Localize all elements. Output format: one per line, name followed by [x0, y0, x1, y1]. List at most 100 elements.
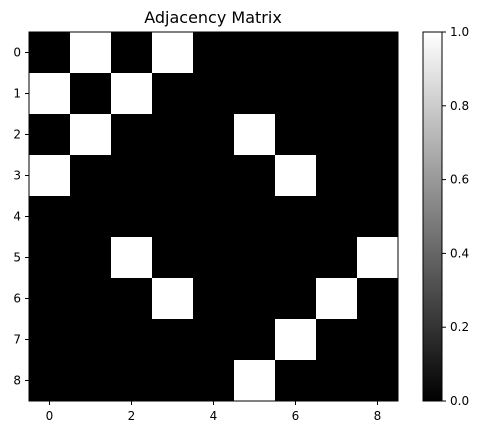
- x-axis: 0 2 4 6 8: [46, 401, 382, 423]
- y-tick-label: 5: [13, 251, 21, 265]
- heatmap-cell: [316, 155, 357, 196]
- heatmap-cell: [275, 32, 316, 73]
- heatmap-cell: [357, 237, 398, 278]
- heatmap-cell: [234, 237, 275, 278]
- heatmap-cell: [111, 278, 152, 319]
- heatmap-cell: [275, 360, 316, 401]
- x-tick-label: 8: [374, 409, 382, 423]
- heatmap-cell: [275, 319, 316, 360]
- heatmap-cell: [29, 360, 70, 401]
- heatmap-cell: [357, 114, 398, 155]
- heatmap-cell: [193, 73, 234, 114]
- y-tick-label: 1: [13, 87, 21, 101]
- x-tick-label: 6: [292, 409, 300, 423]
- heatmap-cell: [275, 278, 316, 319]
- y-tick-label: 4: [13, 210, 21, 224]
- heatmap-cell: [152, 278, 193, 319]
- heatmap-cell: [111, 196, 152, 237]
- heatmap-cell: [70, 196, 111, 237]
- heatmap-cell: [70, 32, 111, 73]
- y-axis: 0 1 2 3 4 5 6 7 8: [13, 46, 29, 388]
- heatmap-cell: [234, 32, 275, 73]
- heatmap-cell: [70, 319, 111, 360]
- heatmap-cell: [193, 114, 234, 155]
- y-tick-label: 2: [13, 128, 21, 142]
- heatmap-cell: [316, 360, 357, 401]
- colorbar-tick-label: 0.4: [450, 246, 469, 260]
- heatmap-cell: [29, 319, 70, 360]
- heatmap-cell: [70, 114, 111, 155]
- colorbar-axis: 0.0 0.2 0.4 0.6 0.8 1.0: [442, 25, 469, 408]
- heatmap-cell: [234, 114, 275, 155]
- heatmap-cell: [152, 360, 193, 401]
- y-tick-label: 8: [13, 374, 21, 388]
- heatmap-cell: [275, 196, 316, 237]
- heatmap-cells: [29, 32, 398, 401]
- heatmap-cell: [29, 196, 70, 237]
- heatmap-cell: [357, 196, 398, 237]
- colorbar: [422, 31, 443, 402]
- heatmap-cell: [29, 155, 70, 196]
- x-tick-label: 4: [210, 409, 218, 423]
- heatmap-cell: [111, 32, 152, 73]
- heatmap-cell: [111, 237, 152, 278]
- heatmap-cell: [29, 73, 70, 114]
- heatmap-cell: [234, 360, 275, 401]
- heatmap-cell: [357, 155, 398, 196]
- heatmap-cell: [316, 114, 357, 155]
- heatmap-cell: [234, 73, 275, 114]
- heatmap-cell: [357, 32, 398, 73]
- heatmap-cell: [234, 196, 275, 237]
- heatmap-cell: [275, 73, 316, 114]
- heatmap-cell: [316, 237, 357, 278]
- heatmap-cell: [70, 73, 111, 114]
- heatmap-cell: [357, 319, 398, 360]
- heatmap-cell: [234, 278, 275, 319]
- heatmap-cell: [193, 32, 234, 73]
- x-tick-label: 0: [46, 409, 54, 423]
- x-tick-label: 2: [128, 409, 136, 423]
- heatmap-cell: [70, 278, 111, 319]
- heatmap-cell: [193, 237, 234, 278]
- heatmap-cell: [234, 155, 275, 196]
- heatmap-cell: [152, 196, 193, 237]
- heatmap-cell: [70, 155, 111, 196]
- heatmap-cell: [193, 196, 234, 237]
- heatmap-cell: [316, 319, 357, 360]
- heatmap-cell: [357, 73, 398, 114]
- heatmap-cell: [111, 360, 152, 401]
- heatmap-cell: [152, 237, 193, 278]
- heatmap-cell: [316, 32, 357, 73]
- heatmap-cell: [316, 73, 357, 114]
- colorbar-tick-label: 0.2: [450, 320, 469, 334]
- heatmap-cell: [111, 73, 152, 114]
- heatmap-cell: [275, 237, 316, 278]
- heatmap-cell: [316, 278, 357, 319]
- heatmap-cell: [70, 237, 111, 278]
- y-tick-label: 7: [13, 333, 21, 347]
- heatmap-cell: [152, 319, 193, 360]
- heatmap-cell: [275, 155, 316, 196]
- chart-title: Adjacency Matrix: [144, 8, 282, 27]
- heatmap-cell: [111, 155, 152, 196]
- heatmap-cell: [357, 360, 398, 401]
- heatmap-cell: [70, 360, 111, 401]
- heatmap-cell: [152, 114, 193, 155]
- heatmap-cell: [193, 360, 234, 401]
- colorbar-tick-label: 1.0: [450, 25, 469, 39]
- colorbar-tick-label: 0.8: [450, 99, 469, 113]
- heatmap-cell: [111, 114, 152, 155]
- heatmap-cell: [29, 278, 70, 319]
- heatmap-cell: [275, 114, 316, 155]
- y-tick-label: 0: [13, 46, 21, 60]
- y-tick-label: 6: [13, 292, 21, 306]
- heatmap-cell: [152, 32, 193, 73]
- heatmap-cell: [29, 32, 70, 73]
- heatmap-cell: [193, 155, 234, 196]
- heatmap-cell: [193, 278, 234, 319]
- heatmap-cell: [357, 278, 398, 319]
- heatmap-cell: [152, 155, 193, 196]
- colorbar-tick-label: 0.6: [450, 173, 469, 187]
- heatmap-cell: [234, 319, 275, 360]
